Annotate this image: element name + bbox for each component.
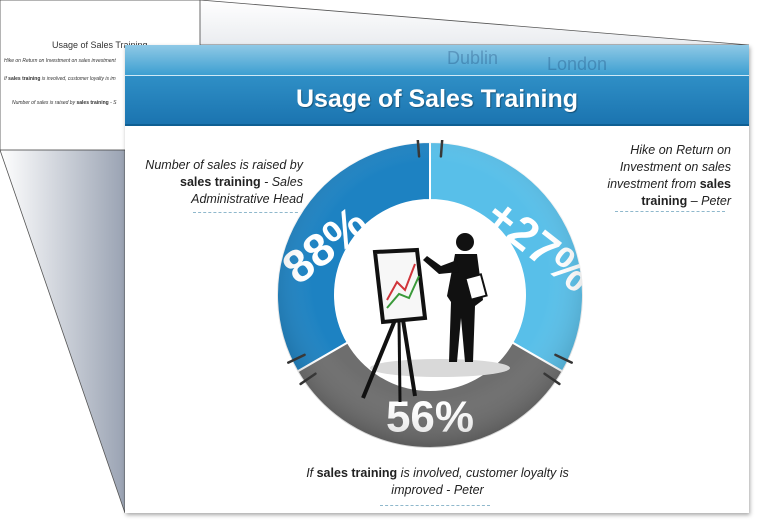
caption-right: Hike on Return on Investment on sales in… (607, 143, 731, 208)
slide-title: Usage of Sales Training (295, 85, 579, 113)
donut-chart: 88% +27%56% (275, 140, 585, 449)
background-word: Dublin (447, 48, 499, 68)
slide-header-strip (125, 45, 749, 75)
divider (193, 212, 303, 214)
donut-hole (335, 200, 525, 390)
slide-preview-thumbnail: Usage of Sales Training Hike on Return o… (0, 0, 200, 150)
preview-line: If sales training is involved, customer … (4, 76, 116, 82)
caption-bottom: If sales training is involved, customer … (306, 466, 569, 497)
preview-line: Number of sales is raised by sales train… (12, 100, 117, 106)
title-bar (125, 75, 749, 126)
divider (380, 505, 490, 507)
background-word: London (547, 54, 608, 74)
binder-ring (416, 140, 421, 158)
preview-line: Hike on Return on Investment on sales in… (4, 58, 116, 64)
binder-ring (439, 140, 444, 158)
divider (615, 211, 725, 213)
slide: Dublin London Usage of Sales Training Nu… (125, 45, 749, 513)
preview-title: Usage of Sales Training (52, 40, 148, 50)
presenter-icon (361, 233, 510, 403)
